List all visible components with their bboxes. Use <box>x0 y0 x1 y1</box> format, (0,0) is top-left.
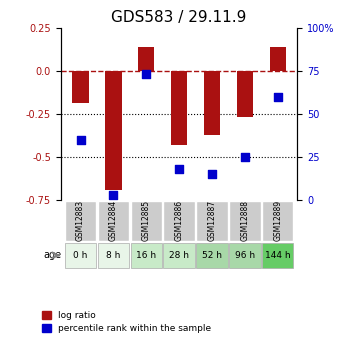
Bar <box>269 47 286 71</box>
Text: 144 h: 144 h <box>265 251 291 260</box>
Text: 28 h: 28 h <box>169 251 189 260</box>
FancyBboxPatch shape <box>196 201 228 241</box>
Point <box>275 94 281 99</box>
Text: 52 h: 52 h <box>202 251 222 260</box>
FancyBboxPatch shape <box>98 201 129 241</box>
FancyBboxPatch shape <box>196 243 228 268</box>
Title: GDS583 / 29.11.9: GDS583 / 29.11.9 <box>112 10 247 25</box>
Legend: log ratio, percentile rank within the sample: log ratio, percentile rank within the sa… <box>38 307 215 337</box>
FancyBboxPatch shape <box>130 201 162 241</box>
FancyBboxPatch shape <box>163 201 195 241</box>
Text: GSM12887: GSM12887 <box>208 200 217 242</box>
FancyBboxPatch shape <box>262 243 293 268</box>
Point <box>78 137 83 142</box>
Text: age: age <box>43 250 62 260</box>
FancyBboxPatch shape <box>229 201 261 241</box>
Bar <box>138 47 154 71</box>
Text: 96 h: 96 h <box>235 251 255 260</box>
FancyBboxPatch shape <box>65 201 96 241</box>
Text: GSM12884: GSM12884 <box>109 200 118 242</box>
FancyBboxPatch shape <box>130 243 162 268</box>
Text: 16 h: 16 h <box>136 251 156 260</box>
FancyBboxPatch shape <box>98 243 129 268</box>
Text: GSM12883: GSM12883 <box>76 200 85 242</box>
FancyBboxPatch shape <box>65 243 96 268</box>
Point <box>209 171 215 177</box>
FancyBboxPatch shape <box>229 243 261 268</box>
Bar <box>204 71 220 135</box>
Text: GSM12886: GSM12886 <box>175 200 184 242</box>
Text: GSM12888: GSM12888 <box>240 200 249 241</box>
Bar <box>237 71 253 117</box>
Text: 8 h: 8 h <box>106 251 121 260</box>
Point <box>242 154 247 160</box>
FancyBboxPatch shape <box>163 243 195 268</box>
Bar <box>72 71 89 104</box>
Bar <box>105 71 122 190</box>
Point <box>144 71 149 77</box>
Text: GSM12889: GSM12889 <box>273 200 282 242</box>
Bar <box>171 71 187 145</box>
Text: 0 h: 0 h <box>73 251 88 260</box>
FancyBboxPatch shape <box>262 201 293 241</box>
Point <box>111 192 116 198</box>
Point <box>176 166 182 172</box>
Text: GSM12885: GSM12885 <box>142 200 151 242</box>
